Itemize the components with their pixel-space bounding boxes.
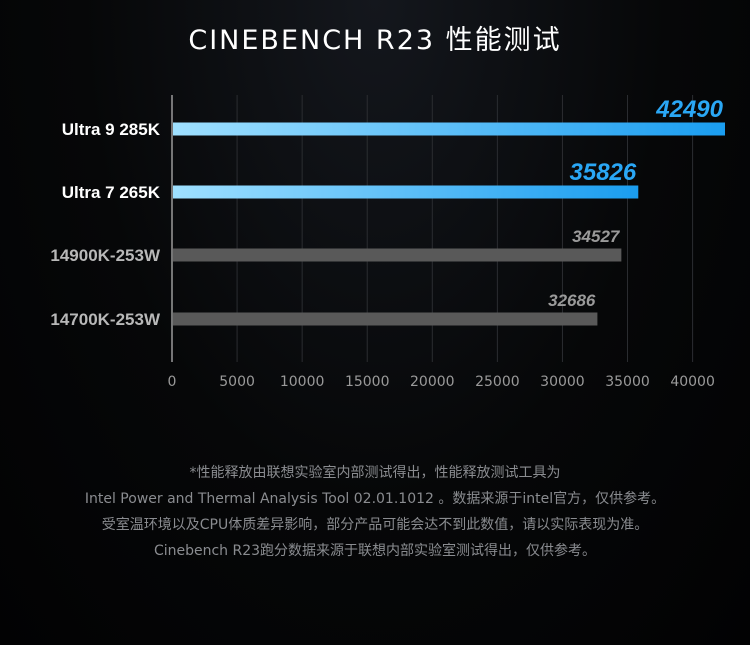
value-label: 35826 — [570, 159, 637, 186]
x-tick-label: 5000 — [219, 374, 255, 390]
grid-lines — [171, 95, 694, 362]
x-tick-label: 35000 — [605, 374, 650, 390]
bar-chart: 0 5000 10000 15000 20000 25000 30000 35000 40000… — [50, 95, 725, 390]
footnote-line-2: Intel Power and Thermal Analysis Tool 02… — [84, 491, 666, 507]
x-tick-label: 25000 — [475, 374, 520, 390]
value-label: 34527 — [572, 227, 621, 246]
footnote-line-3: 受室温环境以及CPU体质差异影响，部分产品可能会达不到此数值，请以实际表现为准。 — [101, 517, 649, 533]
bar — [173, 312, 598, 326]
value-label: 42490 — [655, 96, 723, 123]
footnote: *性能释放由联想实验室内部测试得出，性能释放测试工具为 Intel Power … — [0, 460, 750, 564]
bar — [173, 122, 725, 136]
bar — [173, 185, 639, 199]
bar — [173, 248, 622, 262]
category-label: Ultra 9 285K — [62, 120, 161, 139]
chart-title: CINEBENCH R23 性能测试 — [188, 25, 562, 56]
x-tick-label: 20000 — [410, 374, 455, 390]
value-label: 32686 — [548, 291, 596, 310]
labels: 0 5000 10000 15000 20000 25000 30000 35000 40000… — [50, 96, 723, 390]
bars — [173, 122, 725, 326]
category-label: Ultra 7 265K — [62, 183, 161, 202]
footnote-line-4: Cinebench R23跑分数据来源于联想内部实验室测试得出，仅供参考。 — [153, 543, 597, 559]
category-label: 14700K-253W — [50, 310, 161, 329]
x-tick-label: 15000 — [345, 374, 390, 390]
x-tick-label: 30000 — [540, 374, 585, 390]
x-tick-label: 40000 — [670, 374, 715, 390]
x-tick-label: 10000 — [280, 374, 325, 390]
category-label: 14900K-253W — [50, 246, 161, 265]
x-tick-label: 0 — [168, 374, 177, 390]
footnote-line-1: *性能释放由联想实验室内部测试得出，性能释放测试工具为 — [189, 465, 561, 481]
